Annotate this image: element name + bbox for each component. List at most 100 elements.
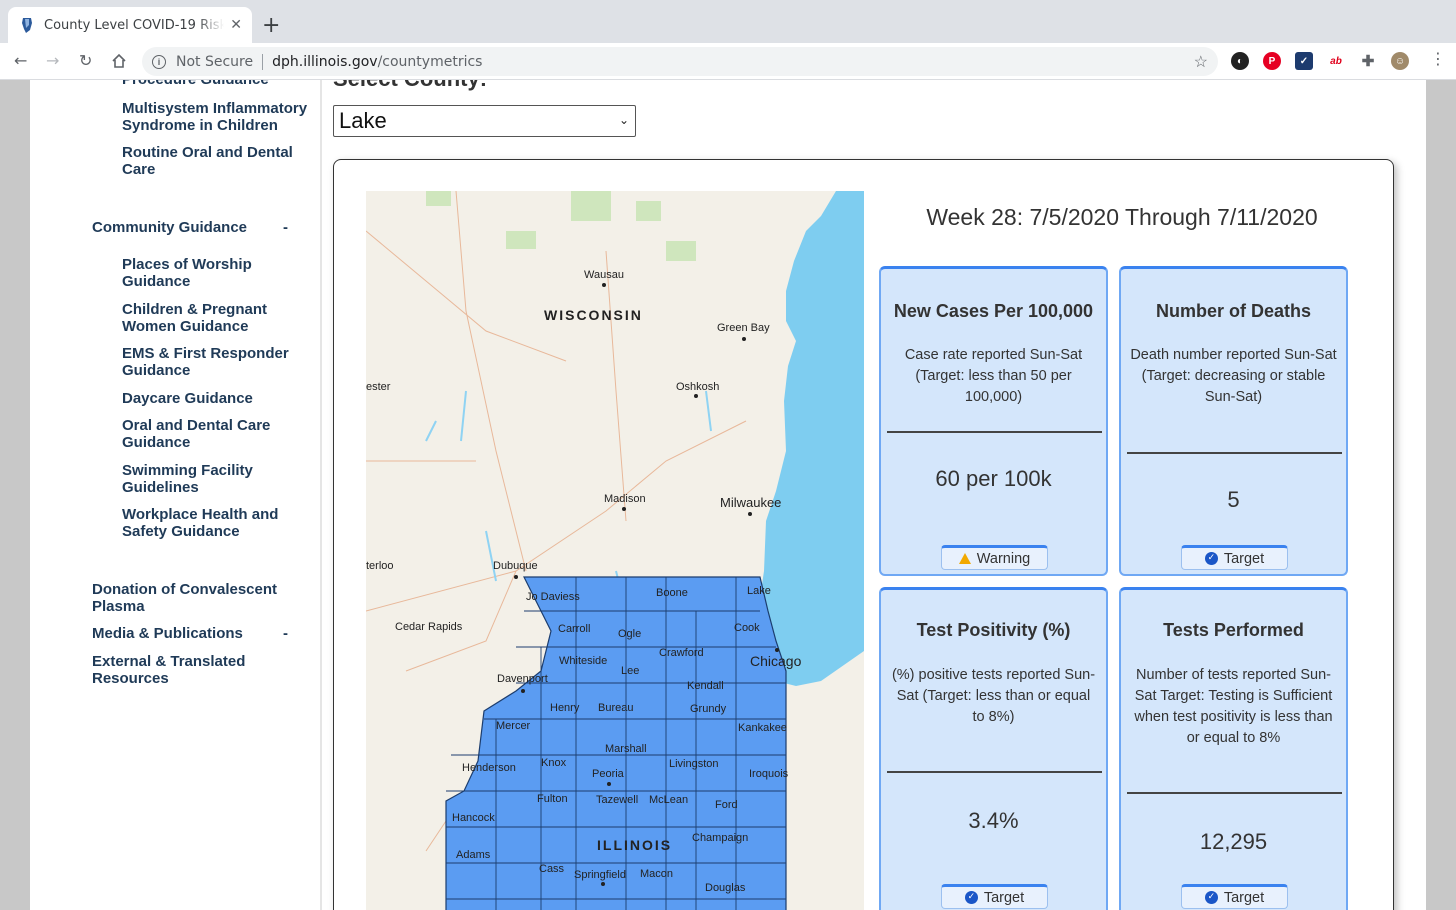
sidebar-link-ems[interactable]: EMS & First Responder Guidance [122,345,289,379]
chevron-down-icon: ⌄ [618,113,629,127]
reload-icon[interactable]: ↻ [79,51,93,70]
map-label-crawford: Crawford [659,647,704,659]
checkmark-extension-icon[interactable]: ✓ [1295,52,1313,70]
browser-toolbar: ← → ↻ i Not Secure dph.illinois.gov/coun… [0,43,1456,80]
map-label-lee: Lee [621,665,640,677]
map-label-ester: ester [366,381,391,393]
map-label-wisconsin: WISCONSIN [544,307,643,323]
sidebar-link-procedure-guidance[interactable]: Procedure Guidance [122,80,302,88]
sidebar-heading-community-guidance[interactable]: Community Guidance [92,219,248,236]
info-icon[interactable]: i [152,54,166,69]
extension-icon-1[interactable]: ◐ [1231,52,1249,70]
pinterest-extension-icon[interactable]: P [1263,52,1281,70]
extension-icon-4[interactable]: ab [1327,52,1345,70]
sidebar-link-external-translated[interactable]: External & Translated Resources [92,653,246,687]
map-label-milwaukee: Milwaukee [720,495,782,510]
new-tab-button[interactable]: + [262,13,281,38]
sidebar-link-routine-oral-dental[interactable]: Routine Oral and Dental Care [122,144,293,178]
card-title: New Cases Per 100,000 [893,301,1094,321]
county-select-value: Lake [339,108,387,133]
back-arrow-icon[interactable]: ← [14,51,28,70]
card-description: (%) positive tests reported Sun-Sat (Tar… [891,667,1096,725]
map-label-cook: Cook [734,622,760,634]
map-label-hancock: Hancock [452,812,495,824]
card-description: Number of tests reported Sun-Sat Target:… [1134,667,1333,746]
card-description: Death number reported Sun-Sat (Target: d… [1130,347,1337,405]
status-badge-target: ✓ Target [1181,545,1288,570]
county-map[interactable]: Wausau WISCONSIN Green Bay Oshkosh ester… [366,191,864,910]
omnibox-separator [262,53,264,70]
check-circle-icon: ✓ [1204,552,1218,565]
sidebar-link-workplace[interactable]: Workplace Health and Safety Guidance [122,506,279,540]
card-divider [887,431,1102,433]
page-content: Procedure Guidance Multisystem Inflammat… [30,80,1426,910]
map-label-knox: Knox [541,757,567,769]
card-value: 12,295 [1199,829,1268,854]
sidebar-link-daycare[interactable]: Daycare Guidance [122,390,253,407]
menu-dots-icon[interactable]: ⋮ [1430,49,1446,68]
map-label-ford: Ford [715,799,738,811]
card-divider [1127,792,1342,794]
map-label-davenport: Davenport [497,673,548,685]
status-badge-target: ✓ Target [941,884,1048,909]
tab-close-icon[interactable]: ✕ [230,17,242,33]
check-circle-icon: ✓ [1204,891,1218,904]
community-collapse-toggle[interactable]: - [283,219,288,236]
status-badge-label: Warning [976,550,1031,567]
status-badge-target: ✓ Target [1181,884,1288,909]
address-bar[interactable]: i Not Secure dph.illinois.gov/countymetr… [142,47,1218,76]
check-circle-icon: ✓ [964,891,978,904]
card-value: 3.4% [968,808,1019,833]
card-value: 60 per 100k [935,466,1052,491]
map-label-grundy: Grundy [690,703,727,715]
star-icon[interactable]: ☆ [1193,54,1208,71]
status-badge-label: Target [1223,550,1265,567]
sidebar-link-mis-c[interactable]: Multisystem Inflammatory Syndrome in Chi… [122,100,308,134]
map-label-whiteside: Whiteside [559,655,608,667]
map-label-bureau: Bureau [598,702,634,714]
profile-avatar[interactable]: ☺ [1391,52,1409,70]
card-divider [1127,452,1342,454]
map-label-mercer: Mercer [496,720,531,732]
map-label-wausau: Wausau [584,269,624,281]
week-title: Week 28: 7/5/2020 Through 7/11/2020 [926,204,1318,230]
sidebar-link-swimming[interactable]: Swimming Facility Guidelines [122,462,253,496]
metric-card-deaths: Number of Deaths Death number reported S… [1119,266,1348,576]
sidebar-link-oral-dental-care[interactable]: Oral and Dental Care Guidance [122,417,271,451]
sidebar-link-places-of-worship[interactable]: Places of Worship Guidance [122,256,252,290]
browser-tabstrip: County Level COVID-19 Risk M ✕ + [0,0,1456,43]
county-select[interactable]: Lake ⌄ [333,105,636,137]
map-label-dubuque: Dubuque [493,560,538,572]
media-collapse-toggle[interactable]: - [283,625,288,642]
map-label-livingston: Livingston [669,758,719,770]
map-label-tazewell: Tazewell [596,794,639,806]
map-label-henry: Henry [550,702,580,714]
tab-title: County Level COVID-19 Risk M [44,17,225,33]
browser-tab[interactable]: County Level COVID-19 Risk M ✕ [8,7,252,43]
security-label: Not Secure [176,53,254,70]
map-label-ogle: Ogle [618,628,642,640]
map-label-illinois: ILLINOIS [597,837,673,853]
sidebar-link-donation-plasma[interactable]: Donation of Convalescent Plasma [92,581,278,615]
map-label-carroll: Carroll [558,623,591,635]
card-title: Tests Performed [1163,620,1304,640]
map-label-madison: Madison [604,493,646,505]
map-label-champaign: Champaign [692,832,749,844]
map-label-cedar-rapids: Cedar Rapids [395,621,463,633]
map-label-chicago: Chicago [750,653,802,669]
map-label-fulton: Fulton [537,793,568,805]
map-label-marshall: Marshall [605,743,647,755]
map-label-mclean: McLean [649,794,689,806]
sidebar-link-media-publications[interactable]: Media & Publications [92,625,243,642]
status-badge-label: Target [983,889,1025,906]
map-label-jo-daviess: Jo Daviess [526,591,580,603]
forward-arrow-icon[interactable]: → [46,51,60,70]
map-label-springfield: Springfield [574,869,626,881]
card-divider [887,771,1102,773]
warning-triangle-icon [958,553,971,564]
card-title: Test Positivity (%) [916,620,1071,640]
sidebar-link-children-pregnant[interactable]: Children & Pregnant Women Guidance [122,301,268,335]
card-title: Number of Deaths [1155,301,1312,321]
home-icon[interactable] [111,53,127,69]
puzzle-extensions-icon[interactable]: ✚ [1359,52,1377,70]
